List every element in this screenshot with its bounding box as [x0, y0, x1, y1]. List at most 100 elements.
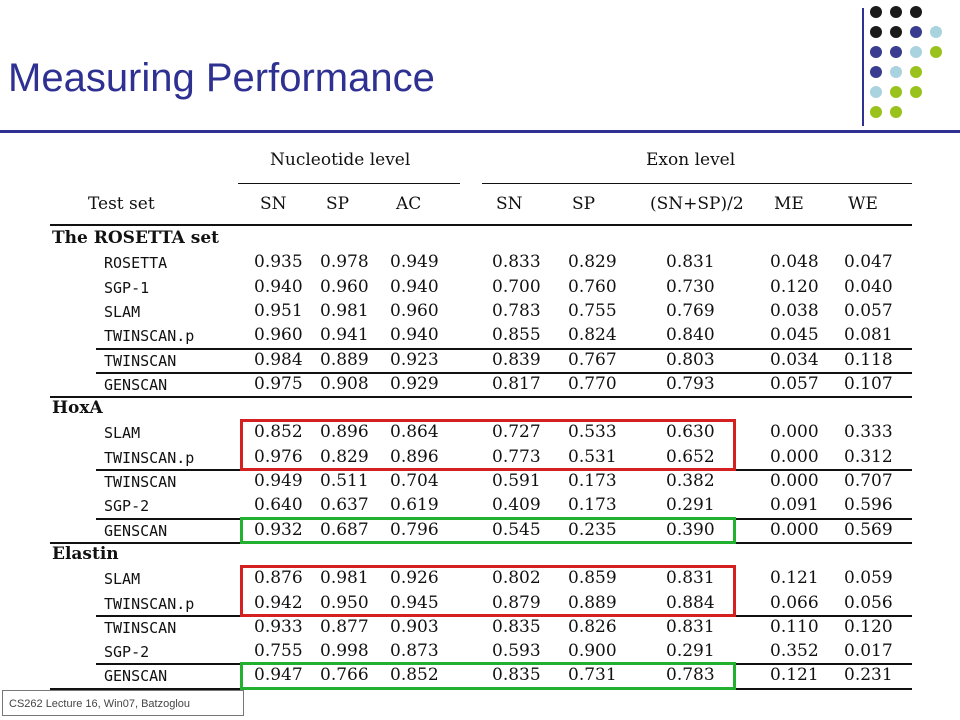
table-cell: 0.998 — [320, 641, 369, 662]
decor-dot — [870, 26, 882, 38]
group-title: HoxA — [52, 398, 103, 419]
table-cell: 0.831 — [666, 568, 715, 589]
table-cell: 0.017 — [844, 641, 893, 662]
table-cell: 0.640 — [254, 495, 303, 516]
table-cell: 0.975 — [254, 373, 303, 394]
decor-dot — [890, 86, 902, 98]
table-cell: 0.932 — [254, 519, 303, 540]
table-cell: 0.040 — [844, 276, 893, 297]
decor-dot — [870, 66, 882, 78]
table-cell: 0.048 — [770, 252, 819, 273]
column-header: Test set — [88, 194, 155, 214]
group-title: The ROSETTA set — [52, 228, 220, 248]
highlight-box — [240, 565, 736, 617]
table-cell: 0.978 — [320, 252, 369, 273]
table-cell: 0.619 — [390, 495, 439, 516]
table-cell: 0.884 — [666, 592, 715, 613]
row-label: TWINSCAN.p — [104, 594, 195, 613]
table-cell: 0.596 — [844, 495, 893, 516]
column-header: (SN+SP)/2 — [650, 194, 744, 214]
table-cell: 0.409 — [492, 495, 541, 516]
table-cell: 0.960 — [254, 325, 303, 346]
table-cell: 0.773 — [492, 446, 541, 467]
table-cell: 0.091 — [770, 495, 819, 516]
highlight-box — [240, 516, 736, 544]
row-label: SGP-1 — [104, 278, 150, 297]
table-cell: 0.630 — [666, 422, 715, 443]
table-cell: 0.769 — [666, 300, 715, 321]
table-cell: 0.312 — [844, 446, 893, 467]
decor-dot — [910, 46, 922, 58]
table-cell: 0.591 — [492, 471, 541, 491]
table-cell: 0.879 — [492, 592, 541, 613]
table-cell: 0.984 — [254, 349, 303, 370]
table-cell: 0.352 — [770, 641, 819, 662]
table-cell: 0.000 — [770, 519, 819, 540]
table-cell: 0.545 — [492, 519, 541, 540]
row-label: GENSCAN — [104, 375, 168, 394]
decor-dot — [890, 6, 902, 18]
table-cell: 0.081 — [844, 325, 893, 346]
table-cell: 0.873 — [390, 641, 439, 662]
table-cell: 0.755 — [254, 641, 303, 662]
table-cell: 0.235 — [568, 519, 617, 540]
column-header: SN — [260, 194, 287, 214]
nucleotide-header-rule — [238, 183, 460, 184]
row-separator — [96, 347, 912, 350]
row-label: TWINSCAN — [104, 473, 177, 491]
table-cell: 0.687 — [320, 519, 369, 540]
table-cell: 0.896 — [390, 446, 439, 467]
exon-header-rule — [482, 183, 912, 184]
table-cell: 0.047 — [844, 252, 893, 273]
highlight-box — [240, 662, 736, 690]
table-cell: 0.923 — [390, 349, 439, 370]
table-cell: 0.231 — [844, 665, 893, 686]
table-cell: 0.945 — [390, 592, 439, 613]
table-cell: 0.951 — [254, 300, 303, 321]
table-cell: 0.981 — [320, 568, 369, 589]
nucleotide-level-header: Nucleotide level — [270, 150, 411, 170]
table-cell: 0.107 — [844, 373, 893, 394]
table-cell: 0.333 — [844, 422, 893, 443]
table-cell: 0.760 — [568, 276, 617, 297]
table-cell: 0.802 — [492, 568, 541, 589]
table-cell: 0.173 — [568, 495, 617, 516]
table-cell: 0.121 — [770, 568, 819, 589]
table-cell: 0.121 — [770, 665, 819, 686]
table-cell: 0.929 — [390, 373, 439, 394]
row-label: GENSCAN — [104, 667, 168, 686]
table-cell: 0.531 — [568, 446, 617, 467]
column-header: SP — [326, 194, 350, 214]
table-cell: 0.730 — [666, 276, 715, 297]
table-cell: 0.057 — [770, 373, 819, 394]
decor-dot — [890, 66, 902, 78]
decor-dot — [910, 6, 922, 18]
table-cell: 0.793 — [666, 373, 715, 394]
table-cell: 0.796 — [390, 519, 439, 540]
table-cell: 0.045 — [770, 325, 819, 346]
decor-dot — [890, 26, 902, 38]
table-cell: 0.940 — [390, 325, 439, 346]
row-label: SGP-2 — [104, 643, 150, 662]
slide-footer: CS262 Lecture 16, Win07, Batzoglou — [2, 690, 244, 716]
row-label: SLAM — [104, 424, 141, 443]
table-cell: 0.908 — [320, 373, 369, 394]
table-cell: 0.066 — [770, 592, 819, 613]
decor-vertical-line — [862, 8, 864, 126]
row-label: TWINSCAN — [104, 618, 177, 637]
table-cell: 0.110 — [770, 616, 819, 637]
table-cell: 0.390 — [666, 519, 715, 540]
table-cell: 0.057 — [844, 300, 893, 321]
table-cell: 0.034 — [770, 349, 819, 370]
row-label: GENSCAN — [104, 521, 168, 540]
table-cell: 0.803 — [666, 349, 715, 370]
table-cell: 0.900 — [568, 641, 617, 662]
decor-dot — [870, 86, 882, 98]
group-separator — [50, 396, 912, 399]
decor-dot — [890, 106, 902, 118]
decor-dot — [930, 46, 942, 58]
table-cell: 0.704 — [390, 471, 439, 491]
decor-dot — [910, 66, 922, 78]
table-cell: 0.120 — [770, 276, 819, 297]
table-cell: 0.903 — [390, 616, 439, 637]
